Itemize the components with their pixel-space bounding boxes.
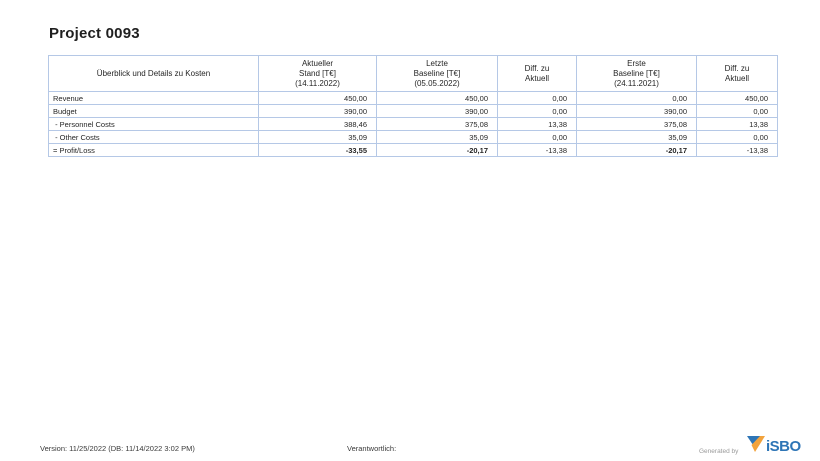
value-cell: 390,00 — [576, 104, 697, 118]
page-title: Project 0093 — [49, 25, 140, 42]
value-cell: 390,00 — [376, 104, 498, 118]
visbo-logo-text: iSBO — [766, 438, 802, 455]
value-cell: 35,09 — [376, 130, 498, 144]
version-text: Version: 11/25/2022 (DB: 11/14/2022 3:02… — [40, 444, 195, 453]
column-header-first-baseline: Erste Baseline [T€] (24.11.2021) — [576, 55, 697, 92]
table-row: - Other Costs 35,09 35,09 0,00 35,09 0,00 — [48, 130, 778, 144]
column-header-diff-last: Diff. zu Aktuell — [497, 55, 577, 92]
row-label: - Other Costs — [48, 130, 259, 144]
visbo-logo-icon: iSBO — [747, 436, 802, 455]
value-cell: 375,08 — [576, 117, 697, 131]
value-cell: 13,38 — [696, 117, 778, 131]
row-label: Budget — [48, 104, 259, 118]
value-cell: -13,38 — [497, 143, 577, 157]
table-row: = Profit/Loss -33,55 -20,17 -13,38 -20,17 -13… — [48, 143, 778, 157]
value-cell: 0,00 — [696, 130, 778, 144]
value-cell: 35,09 — [258, 130, 377, 144]
costs-table-body: Revenue 450,00 450,00 0,00 0,00 450,00 Budget 3… — [48, 91, 778, 157]
column-header-last-baseline: Letzte Baseline [T€] (05.05.2022) — [376, 55, 498, 92]
value-cell: 0,00 — [576, 91, 697, 105]
value-cell: 450,00 — [258, 91, 377, 105]
visbo-logo-swoosh-orange — [751, 436, 765, 452]
table-row: Budget 390,00 390,00 0,00 390,00 0,00 — [48, 104, 778, 118]
value-cell: -33,55 — [258, 143, 377, 157]
value-cell: -13,38 — [696, 143, 778, 157]
costs-table-header: Überblick und Details zu Kosten Aktuelle… — [48, 55, 778, 92]
value-cell: 0,00 — [696, 104, 778, 118]
header-row: Überblick und Details zu Kosten Aktuelle… — [48, 55, 778, 92]
column-header-current: Aktueller Stand [T€] (14.11.2022) — [258, 55, 377, 92]
value-cell: 35,09 — [576, 130, 697, 144]
value-cell: 0,00 — [497, 91, 577, 105]
value-cell: -20,17 — [376, 143, 498, 157]
table-row: - Personnel Costs 388,46 375,08 13,38 375,08… — [48, 117, 778, 131]
column-header-overview: Überblick und Details zu Kosten — [48, 55, 259, 92]
value-cell: 0,00 — [497, 130, 577, 144]
row-label: Revenue — [48, 91, 259, 105]
value-cell: 388,46 — [258, 117, 377, 131]
value-cell: 450,00 — [376, 91, 498, 105]
value-cell: 450,00 — [696, 91, 778, 105]
value-cell: 390,00 — [258, 104, 377, 118]
responsible-label: Verantwortlich: — [347, 444, 397, 453]
row-label: = Profit/Loss — [48, 143, 259, 157]
value-cell: 375,08 — [376, 117, 498, 131]
generated-by-label: Generated by — [699, 448, 739, 455]
column-header-diff-first: Diff. zu Aktuell — [696, 55, 778, 92]
row-label: - Personnel Costs — [48, 117, 259, 131]
table-row: Revenue 450,00 450,00 0,00 0,00 450,00 — [48, 91, 778, 105]
value-cell: 13,38 — [497, 117, 577, 131]
costs-table: Überblick und Details zu Kosten Aktuelle… — [48, 55, 778, 157]
value-cell: 0,00 — [497, 104, 577, 118]
value-cell: -20,17 — [576, 143, 697, 157]
